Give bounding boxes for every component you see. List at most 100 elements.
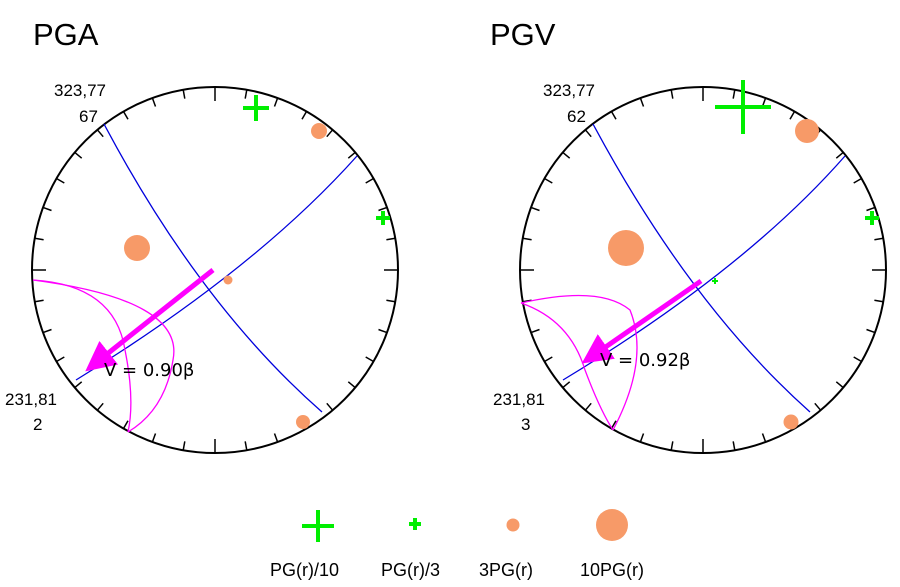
panel-pgv: PGV 323,77 62 231,81 [490, 17, 887, 454]
large-dot-marker [608, 230, 644, 266]
legend-item-large-dot: 10PG(r) [580, 509, 644, 580]
tick-mark [122, 111, 129, 120]
panel-pga: PGA 323,77 67 231,81 2 V = 0.90β [5, 17, 399, 454]
top-strike-dip-label: 323,77 [543, 81, 595, 100]
tick-mark [74, 151, 83, 159]
tick-mark [378, 206, 388, 212]
legend-item-small-cross: PG(r)/3 [381, 518, 440, 580]
stereonet-frame [519, 86, 887, 454]
velocity-contour-outer [520, 294, 638, 431]
velocity-contour-outer [32, 279, 175, 433]
tick-mark [96, 402, 104, 411]
tick-mark [544, 356, 553, 363]
stereonet-circle [31, 86, 399, 454]
tick-mark [874, 237, 884, 241]
large-cross-marker [715, 80, 771, 134]
tick-mark [789, 111, 796, 120]
tiny-cross-marker [712, 278, 718, 284]
tick-mark [639, 97, 645, 107]
tick-mark [151, 433, 157, 443]
legend: PG(r)/10 PG(r)/3 3PG(r) 10PG(r) [270, 509, 644, 580]
rupture-velocity-label: V = 0.92β [600, 350, 690, 371]
tick-mark [562, 151, 571, 159]
tick-mark [34, 237, 44, 241]
small-cross-icon [409, 518, 421, 530]
tick-mark [562, 381, 571, 389]
legend-item-large-cross: PG(r)/10 [270, 510, 339, 580]
tick-mark [42, 206, 52, 212]
left-strike-dip-label: 231,81 [493, 390, 545, 409]
stereonet-ticks [520, 87, 886, 453]
tick-mark [326, 402, 334, 411]
tick-mark [74, 381, 83, 389]
tick-mark [853, 177, 862, 184]
panel-title: PGA [33, 17, 99, 52]
tick-mark [670, 441, 674, 451]
large-dot-icon [596, 509, 628, 541]
top-rake-label: 62 [567, 107, 586, 126]
tick-mark [273, 433, 279, 443]
tick-mark [386, 237, 396, 241]
top-rake-label: 67 [79, 107, 98, 126]
tick-mark [610, 111, 617, 120]
large-cross-icon [302, 510, 334, 542]
left-strike-dip-label: 231,81 [5, 390, 57, 409]
tick-mark [866, 206, 876, 212]
small-dot-marker [296, 415, 310, 429]
left-rake-label: 2 [33, 415, 42, 434]
tick-mark [874, 299, 884, 303]
tick-mark [182, 441, 186, 451]
legend-item-small-dot: 3PG(r) [479, 518, 533, 580]
rupture-direction-arrow [85, 268, 215, 372]
velocity-contour-inner [520, 302, 614, 431]
tick-mark [122, 420, 129, 429]
tick-mark [732, 89, 736, 99]
top-strike-dip-label: 323,77 [54, 81, 106, 100]
medium-dot-marker [795, 119, 819, 143]
tick-mark [584, 402, 592, 411]
tick-mark [530, 206, 540, 212]
tick-mark [96, 129, 104, 138]
stereonet-frame [31, 86, 399, 454]
tick-mark [244, 441, 248, 451]
legend-label: PG(r)/10 [270, 560, 339, 580]
small-dot-marker [311, 123, 327, 139]
tick-mark [244, 89, 248, 99]
tick-mark [365, 177, 374, 184]
nodal-plane-2 [75, 155, 358, 381]
rupture-direction-arrow [581, 278, 703, 364]
small-dot-icon [506, 518, 520, 532]
stereonet-circle [519, 86, 887, 454]
tick-mark [866, 328, 876, 334]
small-cross-marker [865, 211, 879, 225]
tick-mark [301, 111, 308, 120]
legend-label: 3PG(r) [479, 560, 533, 580]
tick-mark [835, 151, 844, 159]
tick-mark [378, 328, 388, 334]
legend-label: 10PG(r) [580, 560, 644, 580]
tick-mark [544, 177, 553, 184]
tick-mark [814, 402, 822, 411]
tiny-dot-marker [223, 275, 233, 285]
large-dot-marker [124, 235, 150, 261]
tick-mark [835, 381, 844, 389]
tick-mark [42, 328, 52, 334]
tick-mark [56, 177, 65, 184]
tick-mark [670, 89, 674, 99]
tick-mark [347, 381, 356, 389]
legend-label: PG(r)/3 [381, 560, 440, 580]
small-cross-marker [376, 211, 390, 225]
velocity-contour-inner [32, 279, 132, 433]
tick-mark [853, 356, 862, 363]
tick-mark [610, 420, 617, 429]
stereonet-ticks [32, 87, 398, 453]
tick-mark [326, 129, 334, 138]
tick-mark [365, 356, 374, 363]
tick-mark [386, 299, 396, 303]
tick-mark [584, 129, 592, 138]
tick-mark [639, 433, 645, 443]
tick-mark [56, 356, 65, 363]
tick-mark [530, 328, 540, 334]
tick-mark [273, 97, 279, 107]
